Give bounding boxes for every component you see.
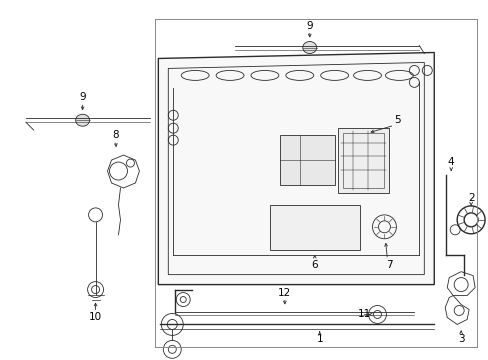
Text: 7: 7 — [386, 260, 392, 270]
Ellipse shape — [302, 41, 316, 54]
Text: 1: 1 — [316, 334, 323, 345]
Text: 12: 12 — [278, 288, 291, 298]
Text: 4: 4 — [447, 157, 453, 167]
Text: 8: 8 — [112, 130, 119, 140]
Text: 5: 5 — [393, 115, 400, 125]
Text: 10: 10 — [89, 312, 102, 323]
Bar — [279, 135, 334, 185]
Bar — [269, 205, 359, 250]
Bar — [337, 128, 388, 193]
Polygon shape — [158, 53, 433, 285]
Text: 9: 9 — [306, 21, 312, 31]
Text: 2: 2 — [467, 193, 473, 203]
Bar — [342, 133, 384, 188]
Ellipse shape — [76, 114, 89, 126]
Text: 11: 11 — [357, 310, 370, 319]
Text: 3: 3 — [457, 334, 464, 345]
Text: 6: 6 — [311, 260, 317, 270]
Text: 9: 9 — [79, 92, 86, 102]
